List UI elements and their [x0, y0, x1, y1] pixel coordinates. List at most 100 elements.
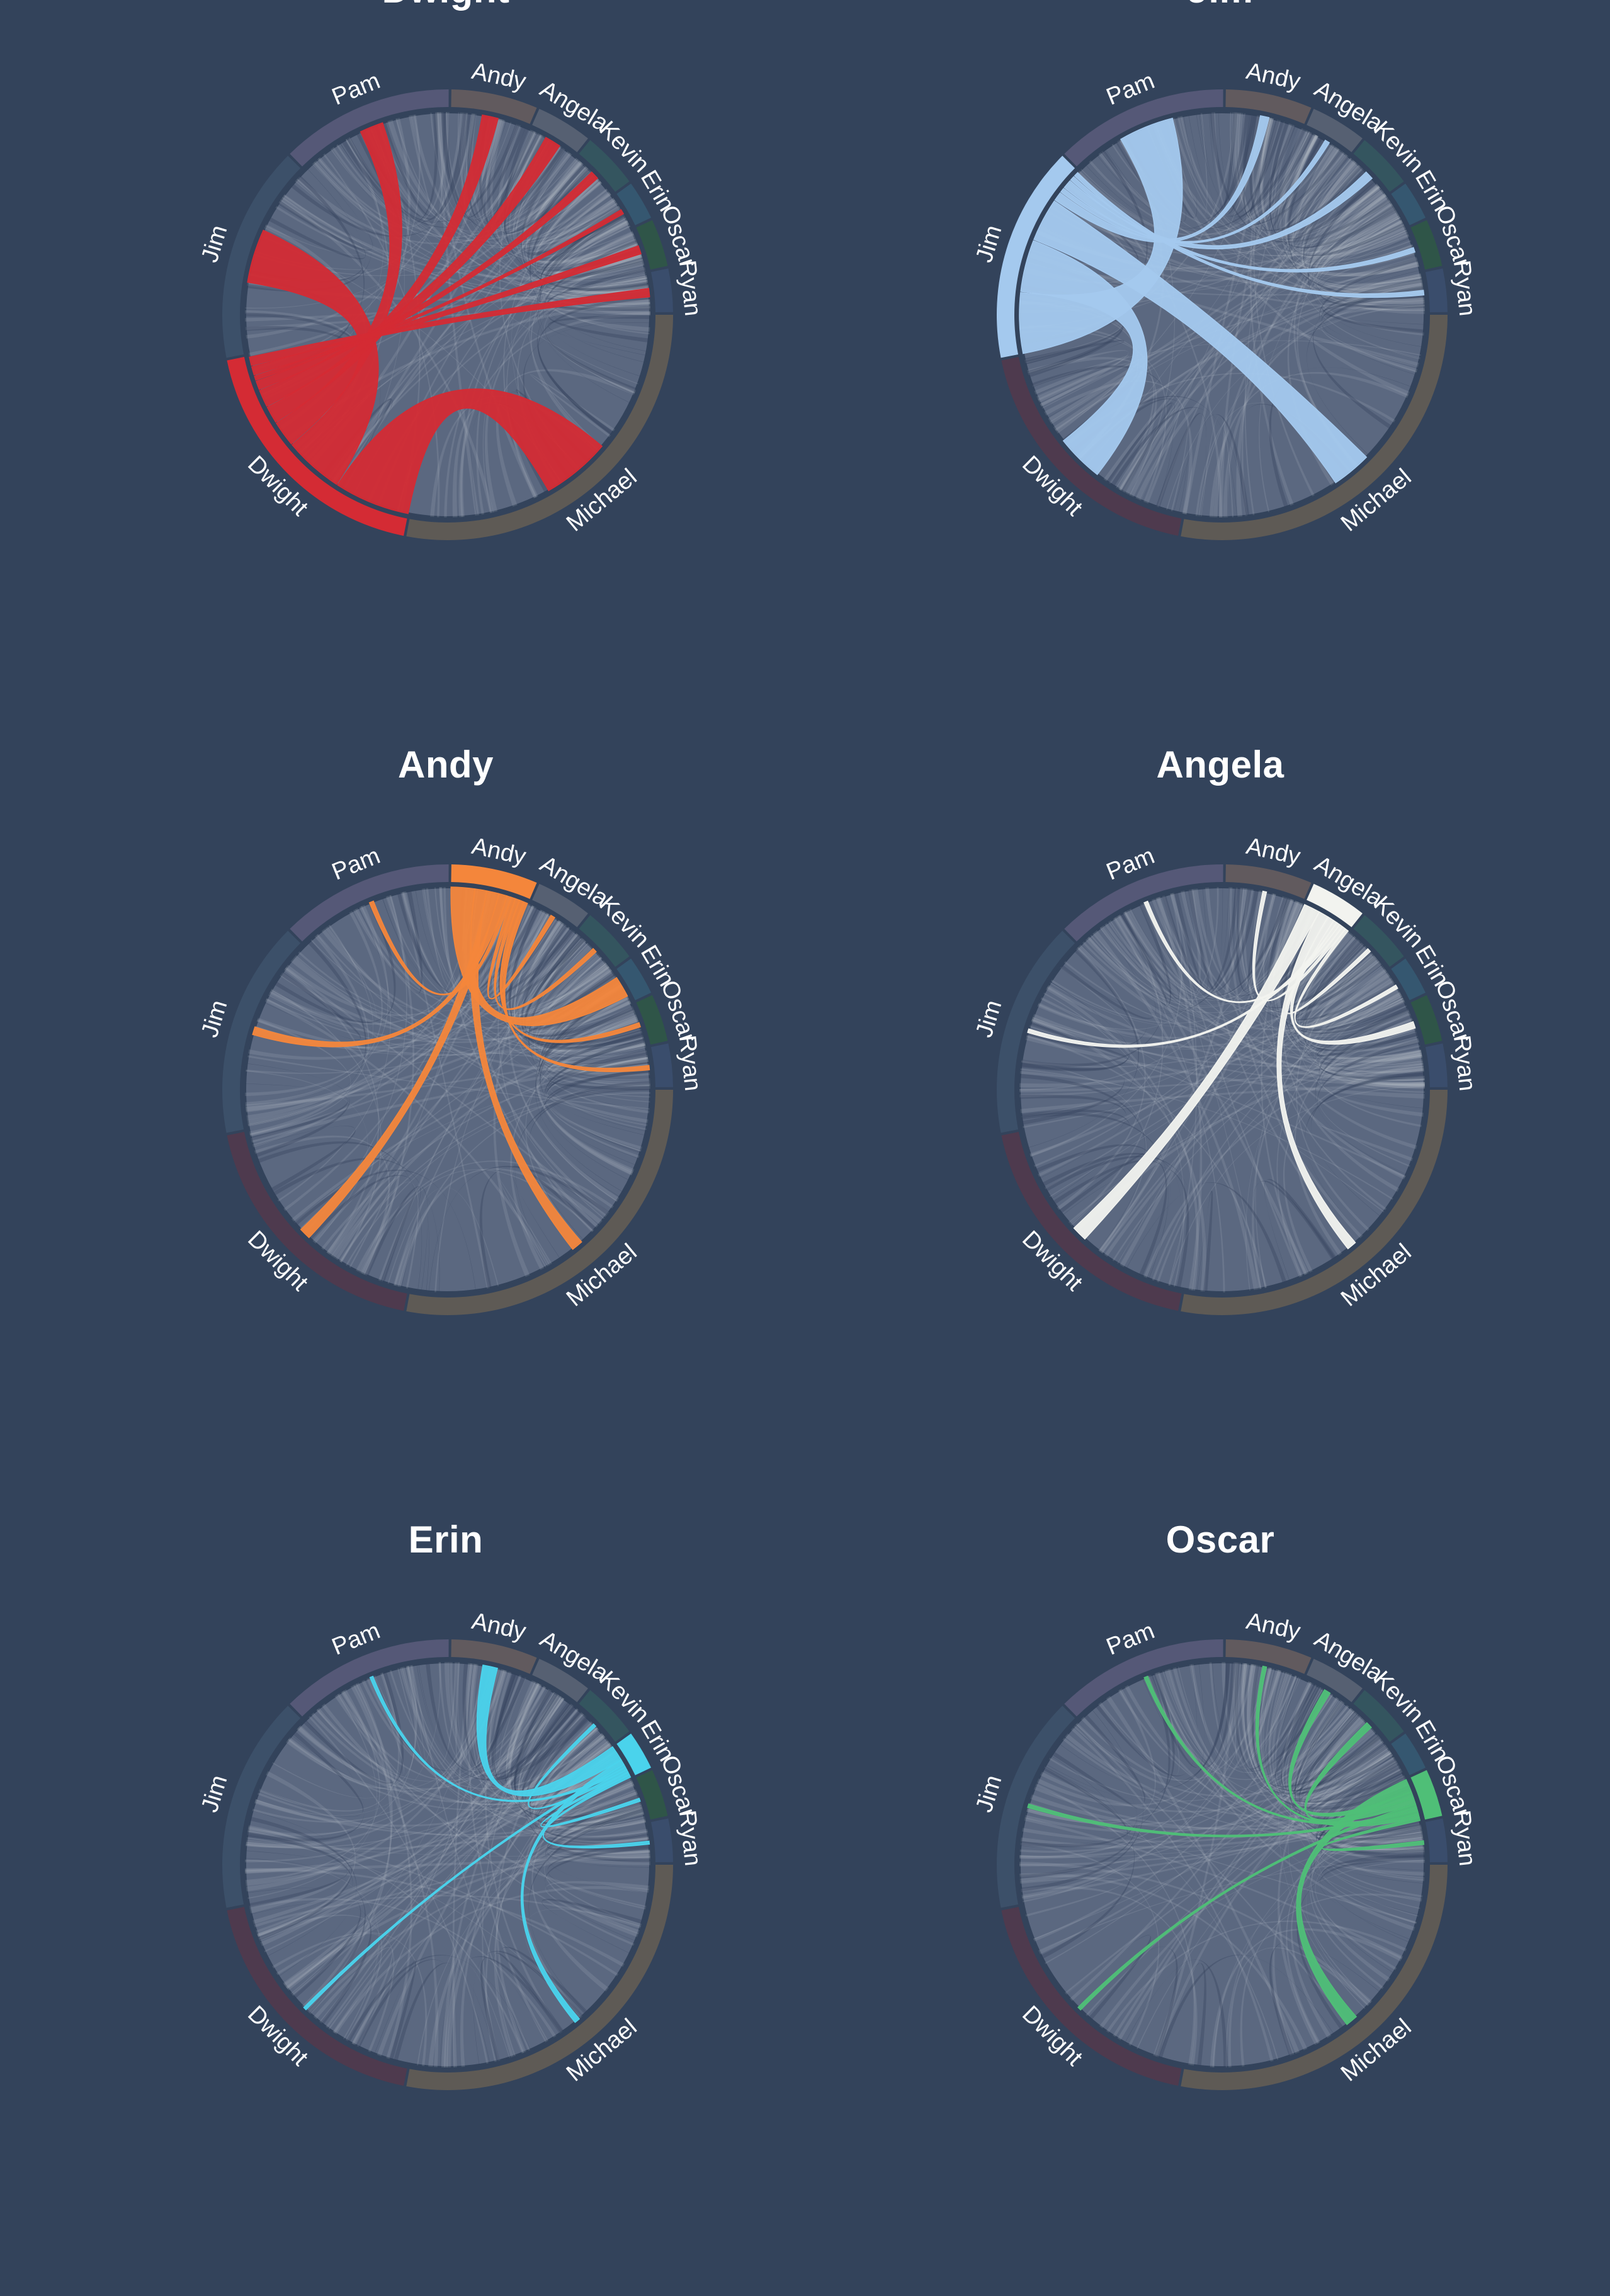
background-chord — [520, 154, 625, 254]
segment-ryan — [650, 1818, 673, 1863]
focus-chord-pam — [369, 1675, 628, 1802]
background-chord — [1242, 113, 1309, 219]
background-chord — [1141, 896, 1288, 996]
background-chord — [278, 163, 373, 251]
background-chord — [545, 1880, 650, 1937]
chord-panel-andy: Andy Michael Dwight Jim Pam Andy Angela Kevin E… — [43, 744, 848, 1521]
background-chord — [1140, 130, 1308, 501]
background-chord — [547, 257, 650, 299]
background-chord — [1271, 123, 1407, 257]
background-chord — [496, 898, 610, 1016]
segment-erin — [1391, 958, 1426, 1000]
background-chord — [504, 145, 565, 232]
focus-chord-jim — [247, 229, 379, 485]
background-chord — [541, 220, 644, 281]
background-chord — [286, 1743, 613, 1991]
chord-panel-angela: Angela Michael Dwight Jim Pam Andy Angela Kevi… — [818, 744, 1610, 1521]
background-chord — [542, 239, 640, 280]
background-chord — [544, 1017, 646, 1063]
chord-diagram-grid: Dwight MichaelDwightJimPamAndyAngelaKevi… — [43, 0, 1610, 2090]
background-chord — [497, 123, 638, 263]
background-chord — [485, 1673, 535, 1772]
background-chord — [548, 306, 650, 312]
background-chord — [465, 1663, 522, 1768]
background-chord — [1026, 925, 1148, 1049]
segment-kevin — [1353, 1690, 1404, 1742]
background-chord — [1196, 1190, 1213, 1292]
background-chord — [1234, 1662, 1281, 1766]
background-chord — [259, 1731, 364, 1817]
segment-jim — [222, 1705, 301, 1908]
background-chord — [1024, 339, 1125, 374]
background-chord — [1303, 941, 1423, 1065]
panel-title: Oscar — [1165, 1518, 1275, 1561]
background-chord — [1174, 888, 1209, 990]
background-chord — [341, 1675, 405, 1775]
background-chord — [1320, 1027, 1424, 1117]
background-chord — [452, 1663, 472, 2067]
background-chord — [1313, 224, 1405, 271]
segment-pam — [290, 89, 449, 167]
segment-erin — [1391, 183, 1426, 225]
background-chord — [1020, 1082, 1425, 1114]
background-chord — [1321, 1814, 1422, 1845]
background-chord — [1199, 112, 1238, 214]
background-chord — [1252, 1180, 1336, 1288]
segment-oscar — [1410, 1770, 1443, 1820]
background-chord — [1322, 276, 1425, 305]
segment-dwight — [1001, 1906, 1182, 2086]
background-chord — [356, 1160, 614, 1272]
background-chord — [490, 1673, 573, 1778]
background-chord — [521, 151, 642, 273]
focus-chord-ryan — [1074, 172, 1425, 298]
background-chord — [1318, 1009, 1424, 1109]
segment-oscar — [1410, 220, 1443, 270]
background-chord — [519, 932, 608, 1021]
background-chord — [297, 1694, 561, 1790]
background-chord — [1089, 144, 1335, 235]
background-chord — [513, 1692, 616, 1797]
background-chord — [1200, 416, 1234, 517]
segment-kevin — [1353, 915, 1404, 967]
background-chord — [1113, 916, 1309, 1275]
background-chord — [1319, 257, 1418, 375]
background-chord — [254, 1895, 642, 1929]
focus-chord-ryan — [543, 1774, 650, 1849]
background-chord — [1269, 122, 1401, 251]
background-chord — [251, 1057, 649, 1143]
background-chord — [380, 1187, 421, 1287]
background-chord — [1048, 185, 1381, 422]
background-chord — [1318, 244, 1419, 285]
background-chord — [1298, 930, 1418, 1050]
background-chord — [1024, 1760, 1398, 1833]
segment-andy — [451, 1639, 537, 1674]
background-chord — [1276, 132, 1366, 235]
background-chord — [1218, 112, 1366, 231]
segment-label: Ryan — [1448, 259, 1480, 317]
segment-label: Ryan — [674, 259, 706, 317]
background-chord — [1311, 1798, 1415, 1982]
segment-oscar — [636, 995, 668, 1045]
background-chord — [460, 112, 536, 219]
background-chord — [1307, 1734, 1412, 1819]
background-chord — [536, 981, 634, 1175]
background-chord — [246, 1063, 350, 1158]
chord-disc — [244, 1661, 652, 2069]
background-chord — [1250, 1665, 1388, 1792]
focus-chord-angela — [487, 896, 556, 1000]
background-chord — [268, 179, 366, 259]
segment-label: Ryan — [1448, 1809, 1480, 1867]
background-chord — [1319, 1012, 1424, 1074]
background-chord — [548, 291, 649, 343]
background-chord — [493, 1671, 632, 1806]
background-chord — [523, 944, 616, 1026]
background-chord — [535, 988, 625, 1192]
background-chord — [523, 928, 643, 1050]
background-chord — [525, 159, 643, 274]
background-chord — [1247, 118, 1280, 217]
segment-label: Andy — [469, 833, 528, 870]
focus-chord-jim — [252, 893, 507, 1048]
segment-dwight — [227, 356, 407, 536]
